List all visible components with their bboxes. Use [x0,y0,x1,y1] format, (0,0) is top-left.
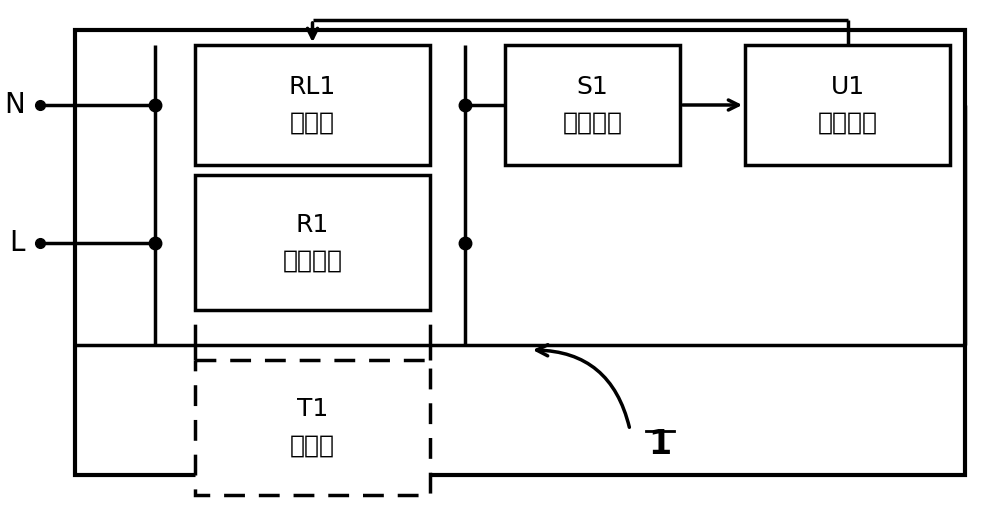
Text: N: N [4,91,25,119]
Text: 输出电路: 输出电路 [562,111,622,135]
Text: 继电器: 继电器 [290,111,335,135]
Text: T1: T1 [297,397,328,422]
Text: L: L [10,229,25,257]
Text: 检测电阻: 检测电阻 [283,248,342,273]
Text: 1: 1 [648,429,672,462]
Text: RL1: RL1 [289,75,336,99]
Text: S1: S1 [577,75,608,99]
Bar [195,360,430,495]
Bar [195,45,430,165]
Text: U1: U1 [830,75,865,99]
Text: R1: R1 [296,213,329,236]
Bar [195,175,430,310]
Bar [505,45,680,165]
Bar [75,30,965,475]
Bar [745,45,950,165]
Text: 加热器: 加热器 [290,433,335,458]
Text: 处理单元: 处理单元 [818,111,878,135]
